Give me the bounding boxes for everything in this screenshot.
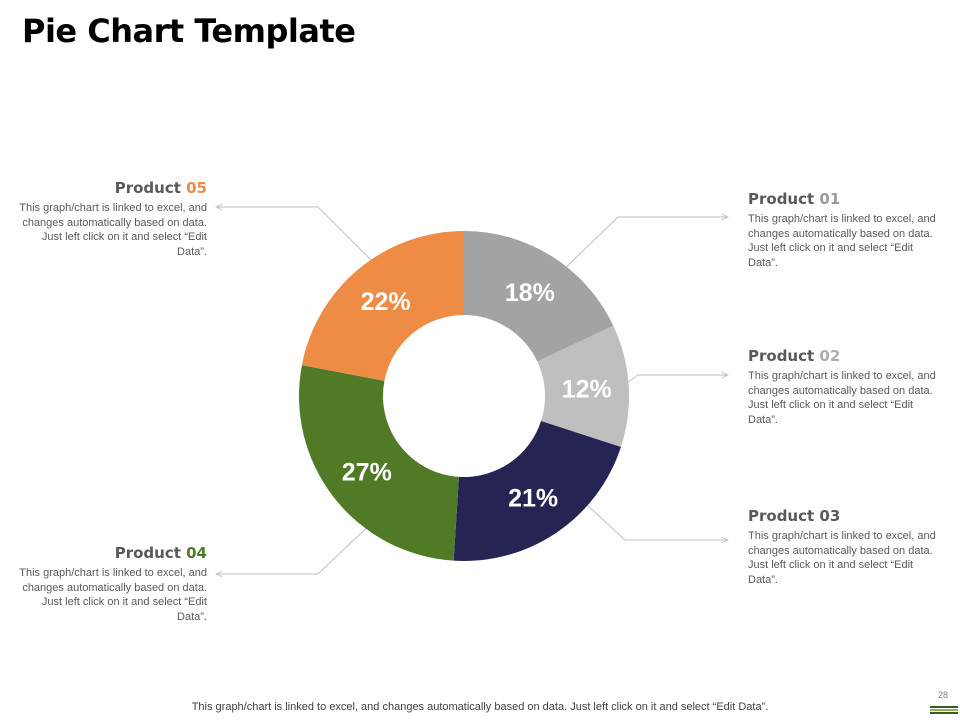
callout-heading: Product 01 [748, 190, 943, 208]
page-title: Pie Chart Template [22, 12, 356, 50]
callout-connector-line [216, 207, 376, 265]
callout-connector-line [554, 217, 728, 279]
callout-prefix: Product [114, 544, 187, 562]
slice-product-01[interactable] [464, 231, 614, 362]
callout-prefix: Product [748, 347, 820, 365]
slice-product-02[interactable] [537, 325, 629, 447]
callout-number: 05 [186, 179, 207, 197]
callout-description: This graph/chart is linked to excel, and… [748, 213, 936, 269]
slice-product-05[interactable] [301, 231, 464, 381]
data-label: 12% [562, 375, 612, 403]
callout-prefix: Product [748, 190, 820, 208]
callout-product-05: Product 05 This graph/chart is linked to… [12, 179, 207, 259]
data-label: 22% [361, 288, 411, 316]
callout-product-03: Product 03 This graph/chart is linked to… [748, 507, 943, 587]
callout-heading: Product 02 [748, 347, 943, 365]
callout-description: This graph/chart is linked to excel, and… [19, 202, 207, 258]
callout-connector-line [619, 375, 728, 389]
page-number: 28 [937, 690, 948, 700]
slice-product-04[interactable] [299, 365, 459, 561]
callout-description: This graph/chart is linked to excel, and… [748, 370, 936, 426]
chart-data-labels: 18% 12% 21% 27% 22% [342, 279, 612, 513]
data-label: 27% [342, 458, 392, 486]
callout-number: 01 [819, 190, 841, 208]
callout-prefix: Product [748, 507, 820, 525]
callout-number: 04 [186, 544, 207, 562]
chart-slices [299, 231, 629, 562]
callout-prefix: Product [114, 179, 187, 197]
theme-accent-bars [930, 706, 958, 715]
accent-bar-dark [930, 706, 958, 708]
callout-description: This graph/chart is linked to excel, and… [748, 530, 936, 586]
callout-heading: Product 05 [12, 179, 207, 197]
accent-bar-dark [930, 712, 958, 714]
slice-product-03[interactable] [453, 421, 621, 562]
callout-description: This graph/chart is linked to excel, and… [19, 567, 207, 623]
footer-note: This graph/chart is linked to excel, and… [191, 701, 769, 713]
callout-product-02: Product 02 This graph/chart is linked to… [748, 347, 943, 427]
accent-bar-light [930, 709, 958, 711]
callout-heading: Product 04 [12, 544, 207, 562]
data-label: 21% [508, 485, 558, 513]
callout-heading: Product 03 [748, 507, 943, 525]
callout-number: 03 [819, 507, 841, 525]
callout-number: 02 [819, 347, 841, 365]
callout-product-04: Product 04 This graph/chart is linked to… [12, 544, 207, 624]
data-label: 18% [505, 279, 555, 307]
callout-product-01: Product 01 This graph/chart is linked to… [748, 190, 943, 270]
callout-connector-line [216, 516, 379, 574]
